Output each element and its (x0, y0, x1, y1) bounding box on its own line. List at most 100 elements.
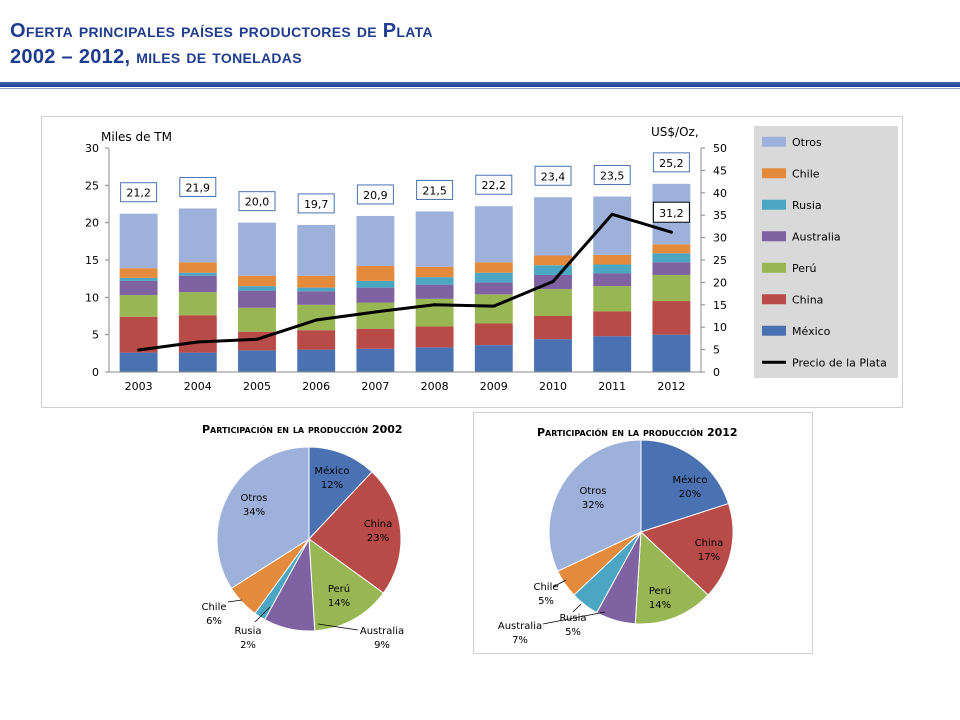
x-tick-label: 2008 (421, 380, 449, 393)
right-tick-label: 45 (713, 164, 727, 177)
total-label: 20,9 (363, 189, 388, 202)
bar-segment-mxico (356, 348, 395, 372)
bar-segment-otros (534, 197, 572, 256)
total-label-box (120, 182, 158, 203)
left-tick-label: 5 (92, 329, 99, 342)
bar-segment-chile (297, 275, 336, 288)
bar-segment-mxico (415, 347, 454, 372)
pie-leader-line (542, 611, 606, 625)
right-tick-label: 10 (713, 321, 727, 334)
pie-label-name: México (315, 465, 350, 477)
legend-label: Perú (792, 262, 817, 275)
bar-segment-otros (119, 213, 158, 269)
price-point (255, 337, 259, 341)
price-point (433, 303, 437, 307)
total-label-box (416, 179, 454, 200)
pie-chart-2002: Participación en la producción 2002 Méxi… (201, 423, 404, 651)
bar-segment-chile (178, 262, 217, 273)
pie-slice-china (308, 471, 402, 594)
pie-label-name: Perú (649, 585, 671, 597)
legend-label: Chile (792, 167, 820, 180)
bar-segment-china (474, 323, 513, 346)
legend-label: México (792, 325, 831, 338)
pie-slice-per (634, 530, 709, 625)
x-tick-label: 2011 (598, 380, 626, 393)
bar-segment-china (652, 301, 691, 335)
pie-label-name: Perú (328, 583, 350, 595)
x-tick-label: 2007 (361, 380, 389, 393)
left-tick-label: 15 (85, 254, 99, 267)
x-tick-label: 2006 (302, 380, 330, 393)
pie-leader-line (572, 603, 582, 613)
bar-segment-china (178, 315, 217, 353)
pie-label-pct: 7% (512, 635, 528, 646)
bar-segment-otros (593, 196, 632, 255)
x-tick-label: 2012 (657, 380, 685, 393)
pie-slice-mxico (308, 446, 373, 541)
bar-segment-rusia (534, 265, 572, 275)
bar-segment-mxico (652, 334, 691, 372)
title-line-1: Oferta principales países productores de… (10, 20, 433, 42)
total-label: 23,5 (600, 170, 625, 183)
pie-slice-china (640, 502, 734, 596)
pie-label-pct: 14% (649, 600, 671, 611)
pie-label-pct: 12% (321, 480, 343, 491)
bar-segment-rusia (297, 287, 336, 292)
total-label-box (652, 152, 690, 173)
bar-segment-china (593, 311, 632, 337)
pie-slice-otros (548, 439, 642, 572)
total-label-box (297, 193, 335, 214)
bar-segment-otros (238, 222, 276, 276)
pie-label-name: Chile (201, 602, 226, 613)
left-axis-title: Miles de TM (101, 130, 172, 144)
bar-segment-per (119, 295, 158, 317)
title-line-2: 2002 – 2012, miles de toneladas (10, 46, 302, 68)
bar-segment-chile (652, 244, 691, 254)
slide-title: Oferta principales países productores de… (10, 18, 433, 70)
pie-leader-line (227, 599, 243, 603)
pie-label-name: Rusia (560, 613, 587, 624)
right-tick-label: 35 (713, 209, 727, 222)
pie-slice-otros (216, 446, 310, 589)
price-point (551, 280, 555, 284)
legend-box (754, 126, 898, 378)
pie-label-pct: 17% (698, 552, 720, 563)
total-label-box (356, 184, 394, 205)
bar-segment-mxico (593, 336, 632, 372)
bar-segment-otros (415, 211, 454, 267)
pie-label-name: Australia (498, 621, 542, 632)
total-label-box (179, 176, 217, 197)
total-label-box (534, 165, 572, 186)
pie-chart-2012: Participación en la producción 2012 Méxi… (473, 412, 813, 654)
pie-label-name: China (695, 538, 724, 549)
bar-segment-mxico (474, 345, 513, 372)
pie-label-name: México (673, 474, 708, 486)
bar-segment-chile (474, 262, 513, 273)
total-label: 21,2 (126, 187, 151, 200)
bar-segment-rusia (238, 286, 276, 291)
left-tick-label: 20 (85, 217, 99, 230)
bar-segment-rusia (652, 253, 691, 263)
bar-segment-mxico (297, 349, 336, 372)
price-point (669, 230, 673, 234)
bar-segment-rusia (178, 272, 217, 276)
bar-segment-australia (119, 280, 158, 296)
bar-segment-per (652, 274, 691, 302)
bar-segment-rusia (474, 272, 513, 283)
bar-segment-china (297, 330, 336, 350)
bar-segment-mxico (178, 352, 217, 372)
bar-segment-chile (534, 255, 572, 266)
legend-label: Rusia (792, 199, 822, 212)
total-label: 25,2 (659, 157, 684, 170)
pie-label-pct: 20% (679, 489, 701, 500)
bar-segment-per (534, 289, 572, 316)
pie-leader-line (254, 606, 271, 623)
pie-label-name: Rusia (235, 626, 262, 637)
bar-segment-china (119, 316, 158, 353)
price-point (373, 310, 377, 314)
pie-label-name: Otros (579, 486, 606, 497)
pie-label-pct: 23% (367, 533, 389, 544)
legend-label: Otros (792, 136, 822, 149)
legend-label: Australia (792, 230, 841, 243)
legend-swatch (762, 262, 786, 273)
